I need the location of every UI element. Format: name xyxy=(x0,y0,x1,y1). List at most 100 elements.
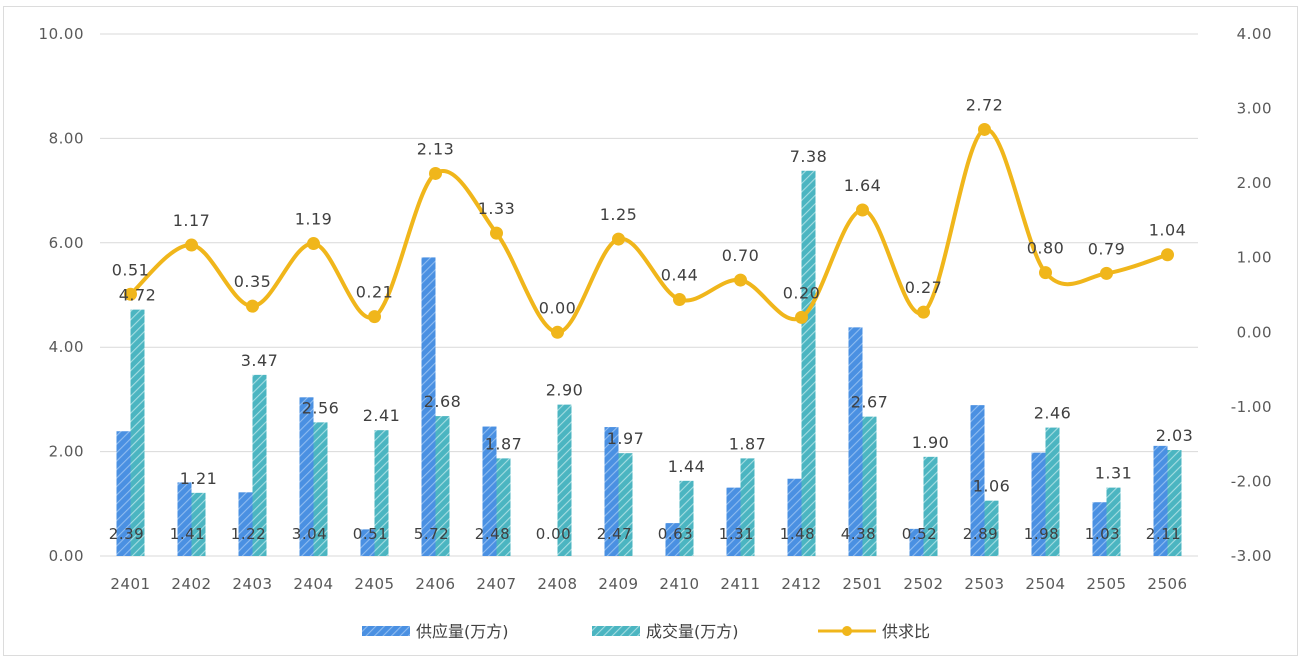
ratio-point xyxy=(978,122,991,136)
x-tick-label: 2504 xyxy=(1025,575,1065,593)
deal-data-label: 7.38 xyxy=(790,147,828,166)
left-tick-label: 6.00 xyxy=(49,234,84,252)
supply-bar xyxy=(1092,502,1107,556)
deal-data-label: 2.41 xyxy=(363,406,401,425)
bars xyxy=(116,170,1182,556)
deal-bar xyxy=(191,492,206,556)
ratio-point xyxy=(368,310,381,324)
ratio-point xyxy=(185,238,198,252)
ratio-data-label: 1.17 xyxy=(173,211,211,230)
deal-bar xyxy=(313,422,328,556)
supply-data-label: 2.48 xyxy=(475,525,510,543)
supply-bar xyxy=(604,427,619,556)
gridlines xyxy=(100,33,1198,557)
right-tick-label: -1.00 xyxy=(1231,398,1272,416)
supply-data-label: 0.00 xyxy=(536,525,571,543)
supply-data-label: 1.41 xyxy=(170,525,205,543)
deal-data-label: 2.46 xyxy=(1034,404,1072,423)
left-tick-label: 4.00 xyxy=(49,338,84,356)
supply-bar xyxy=(909,528,924,556)
supply-data-label: 0.52 xyxy=(902,525,937,543)
deal-bar xyxy=(557,404,572,556)
supply-bar xyxy=(482,426,497,556)
left-tick-label: 0.00 xyxy=(49,547,84,565)
ratio-data-label: 1.25 xyxy=(600,205,638,224)
supply-bar xyxy=(238,492,253,556)
ratio-point xyxy=(917,305,930,319)
ratio-data-label: 0.79 xyxy=(1088,239,1126,258)
right-tick-label: -3.00 xyxy=(1231,547,1272,565)
legend-swatch-deal xyxy=(592,626,640,636)
supply-bar xyxy=(421,257,436,556)
legend-label-supply: 供应量(万方) xyxy=(416,622,509,641)
deal-bar xyxy=(1167,450,1182,556)
supply-data-label: 0.51 xyxy=(353,525,388,543)
left-tick-label: 8.00 xyxy=(49,129,84,147)
legend-swatch-supply xyxy=(362,626,410,636)
supply-data-label: 5.72 xyxy=(414,525,449,543)
right-tick-label: -2.00 xyxy=(1231,472,1272,490)
supply-data-label: 4.38 xyxy=(841,525,876,543)
supply-bar xyxy=(848,327,863,556)
deal-bar xyxy=(923,456,938,556)
deal-data-label: 2.56 xyxy=(302,398,340,417)
ratio-point xyxy=(795,310,808,324)
x-tick-label: 2410 xyxy=(659,575,699,593)
ratio-data-label: 0.27 xyxy=(905,278,943,297)
legend-marker-ratio xyxy=(842,626,852,636)
deal-data-label: 4.72 xyxy=(119,286,157,305)
ratio-data-label: 0.00 xyxy=(539,298,577,317)
ratio-data-label: 0.70 xyxy=(722,246,760,265)
ratio-data-label: 1.64 xyxy=(844,176,882,195)
ratio-point xyxy=(673,292,686,306)
supply-data-label: 1.03 xyxy=(1085,525,1120,543)
ratio-data-label: 2.13 xyxy=(417,139,455,158)
deal-bar xyxy=(435,416,450,556)
deal-bar xyxy=(1106,487,1121,556)
legend-label-deal: 成交量(万方) xyxy=(646,622,739,641)
deal-data-label: 1.31 xyxy=(1095,464,1133,483)
legend-item-supply: 供应量(万方) xyxy=(362,622,509,641)
x-tick-label: 2411 xyxy=(720,575,760,593)
data-labels: 2.39 4.72 1.41 1.21 1.22 3.47 3.04 2.56 0.51 2.41… xyxy=(109,95,1193,543)
ratio-line-path xyxy=(128,127,1170,335)
supply-bar xyxy=(726,487,741,556)
deal-bar xyxy=(496,458,511,556)
deal-bar xyxy=(679,480,694,556)
ratio-point xyxy=(1100,266,1113,280)
legend: 供应量(万方) 成交量(万方) 供求比 xyxy=(362,622,930,641)
supply-bar xyxy=(299,397,314,556)
deal-data-label: 1.06 xyxy=(973,477,1011,496)
ratio-point xyxy=(246,299,259,313)
ratio-data-label: 0.21 xyxy=(356,283,394,302)
deal-bar xyxy=(984,500,999,556)
x-tick-label: 2404 xyxy=(293,575,333,593)
right-tick-label: 3.00 xyxy=(1237,100,1272,118)
ratio-point xyxy=(307,237,320,251)
x-tick-label: 2406 xyxy=(415,575,455,593)
ratio-point xyxy=(612,232,625,246)
supply-data-label: 1.48 xyxy=(780,525,815,543)
left-tick-label: 10.00 xyxy=(39,25,84,43)
deal-data-label: 1.87 xyxy=(729,434,767,453)
x-tick-label: 2505 xyxy=(1086,575,1126,593)
supply-bar xyxy=(787,478,802,556)
deal-bar xyxy=(374,430,389,556)
supply-data-label: 2.11 xyxy=(1146,525,1181,543)
supply-bar xyxy=(1031,452,1046,556)
x-tick-label: 2503 xyxy=(964,575,1004,593)
deal-data-label: 2.68 xyxy=(424,392,462,411)
deal-data-label: 1.97 xyxy=(607,429,645,448)
supply-data-label: 2.47 xyxy=(597,525,632,543)
ratio-point xyxy=(1161,248,1174,262)
ratio-data-label: 0.80 xyxy=(1027,239,1065,258)
right-tick-label: 0.00 xyxy=(1237,323,1272,341)
ratio-data-label: 1.19 xyxy=(295,210,333,229)
left-axis: 0.00 2.00 4.00 6.00 8.00 10.00 xyxy=(39,25,84,565)
deal-bar xyxy=(1045,427,1060,556)
x-tick-label: 2402 xyxy=(171,575,211,593)
ratio-point xyxy=(490,226,503,240)
ratio-data-label: 0.44 xyxy=(661,265,699,284)
deal-bar xyxy=(801,170,816,556)
supply-data-label: 0.63 xyxy=(658,525,693,543)
